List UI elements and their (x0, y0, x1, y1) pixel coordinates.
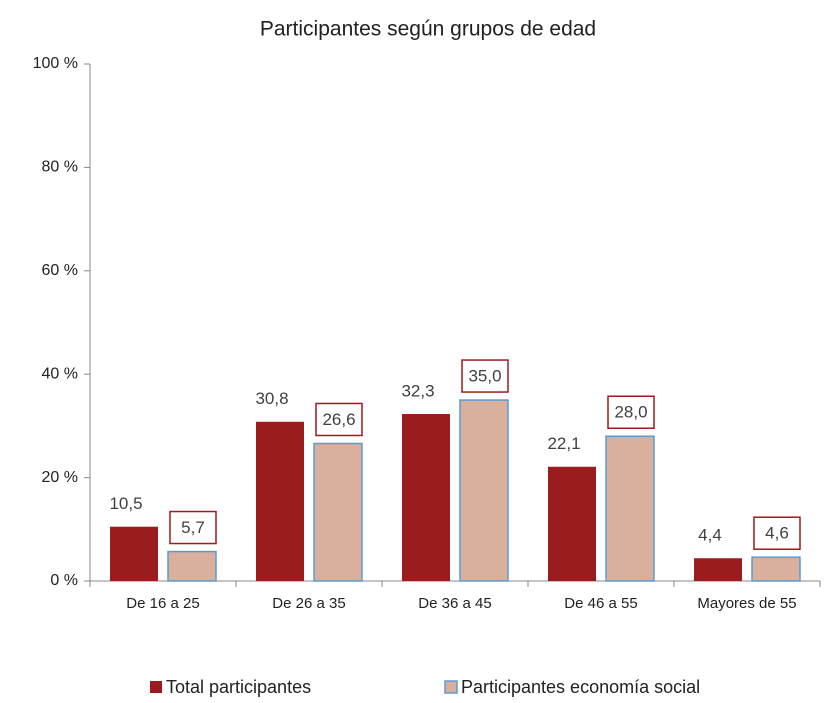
legend-swatch (150, 681, 162, 693)
bar (694, 558, 742, 581)
data-label: 4,4 (698, 526, 722, 545)
bar (605, 435, 655, 582)
data-label: 22,1 (547, 434, 580, 453)
legend-label: Participantes economía social (461, 677, 700, 697)
data-label: 35,0 (468, 367, 501, 386)
x-tick-label: De 26 a 35 (272, 595, 345, 612)
data-label: 5,7 (181, 518, 205, 537)
bar (459, 399, 509, 582)
bar (256, 421, 304, 581)
bar (110, 526, 158, 581)
data-label: 10,5 (109, 494, 142, 513)
label-box (607, 395, 655, 429)
data-label: 30,8 (255, 389, 288, 408)
label-box (753, 516, 801, 550)
chart-title: Participantes según grupos de edad (260, 18, 596, 41)
bar (313, 442, 363, 582)
data-label: 28,0 (614, 403, 647, 422)
y-tick-label: 40 % (42, 365, 78, 382)
y-tick-label: 60 % (42, 262, 78, 279)
bar (548, 466, 596, 581)
bar (167, 550, 217, 582)
label-box (461, 359, 509, 393)
legend-swatch (444, 680, 458, 694)
data-label: 26,6 (322, 410, 355, 429)
y-tick-label: 80 % (42, 159, 78, 176)
label-box (315, 402, 363, 437)
data-label: 4,6 (765, 524, 789, 543)
y-tick-label: 20 % (42, 469, 78, 486)
x-tick-label: Mayores de 55 (697, 595, 796, 612)
x-tick-label: De 16 a 25 (126, 595, 199, 612)
y-tick-label: 100 % (33, 55, 78, 72)
x-tick-label: De 46 a 55 (564, 595, 637, 612)
legend-label: Total participantes (166, 677, 311, 697)
x-tick-label: De 36 a 45 (418, 595, 491, 612)
data-label: 32,3 (401, 381, 434, 400)
bar (402, 414, 450, 581)
bar (751, 556, 801, 582)
label-box (169, 510, 217, 545)
y-tick-label: 0 % (50, 572, 78, 589)
